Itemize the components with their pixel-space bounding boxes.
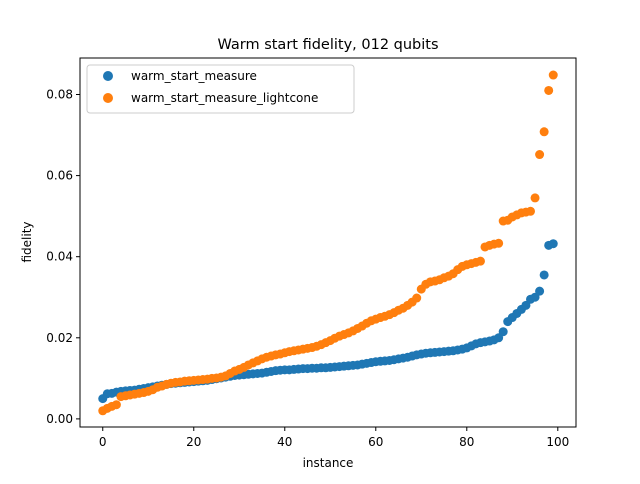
legend-label-warm-start-measure-lightcone: warm_start_measure_lightcone: [131, 91, 318, 105]
data-point: [539, 127, 549, 137]
y-tick-label: 0.04: [46, 250, 73, 264]
data-point: [498, 327, 508, 337]
y-tick-label: 0.08: [46, 87, 73, 101]
x-axis-label: instance: [303, 456, 354, 470]
legend-marker-warm-start-measure-lightcone: [103, 93, 113, 103]
data-point: [548, 239, 558, 249]
data-point: [535, 286, 545, 296]
chart-title: Warm start fidelity, 012 qubits: [217, 37, 438, 53]
data-point: [526, 206, 535, 216]
y-tick-label: 0.06: [46, 169, 73, 183]
x-tick-label: 0: [99, 435, 107, 449]
x-tick-label: 60: [368, 435, 383, 449]
x-tick-label: 20: [186, 435, 201, 449]
data-point: [544, 85, 554, 95]
legend-marker-warm-start-measure: [103, 71, 113, 81]
series-warm-start-measure-lightcone: [98, 70, 558, 416]
legend: warm_start_measure warm_start_measure_li…: [86, 64, 355, 114]
legend-label-warm-start-measure: warm_start_measure: [131, 69, 257, 83]
legend-box: [86, 64, 355, 114]
data-point: [548, 70, 558, 80]
x-tick-label: 80: [459, 435, 474, 449]
x-tick-label: 100: [546, 435, 569, 449]
data-point: [530, 193, 540, 203]
data-point: [494, 238, 504, 248]
data-point: [535, 150, 545, 160]
data-points: [98, 70, 558, 416]
axis-ticks: 0 20 40 60 80 100 0.00 0.02 0.04 0.06 0.08: [46, 87, 569, 449]
x-tick-label: 40: [277, 435, 292, 449]
y-tick-label: 0.02: [46, 331, 73, 345]
data-point: [111, 400, 121, 410]
data-point: [475, 256, 485, 266]
data-point: [539, 270, 549, 280]
plot-area-frame: [79, 57, 577, 428]
y-axis-label: fidelity: [20, 221, 34, 262]
y-tick-label: 0.00: [46, 412, 73, 426]
data-point: [412, 293, 422, 303]
